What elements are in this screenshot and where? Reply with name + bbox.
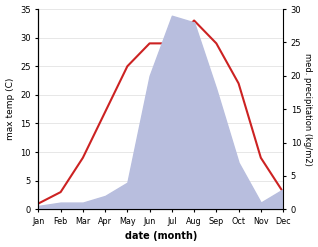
Y-axis label: med. precipitation (kg/m2): med. precipitation (kg/m2) xyxy=(303,53,313,165)
Y-axis label: max temp (C): max temp (C) xyxy=(5,78,15,140)
X-axis label: date (month): date (month) xyxy=(125,231,197,242)
